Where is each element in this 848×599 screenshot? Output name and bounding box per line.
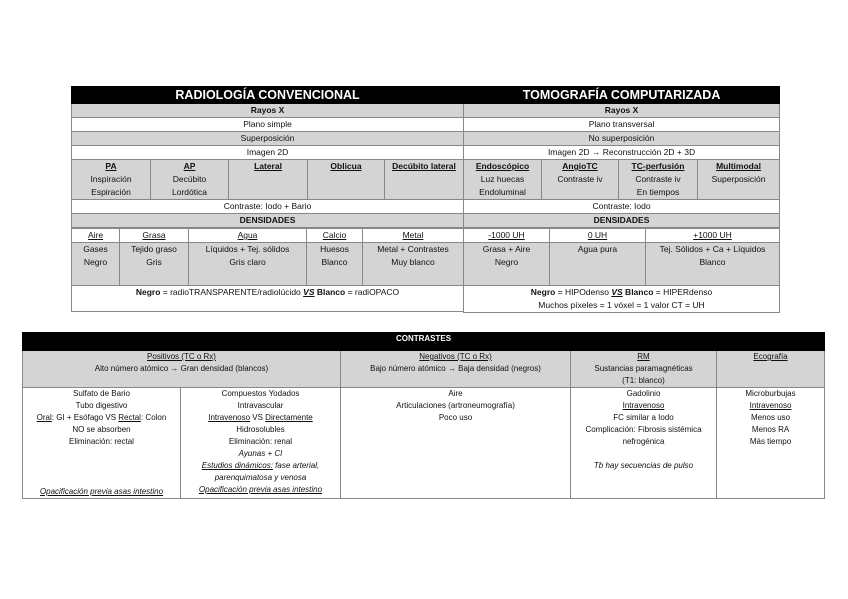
tc-mode-multimodal: Multimodal Superposición: [696, 159, 781, 200]
density-header: Grasa: [119, 228, 189, 243]
density-header: Aire: [71, 228, 120, 243]
tc-row: Plano transversal: [462, 117, 781, 132]
rc-mode-lateral: Lateral: [228, 159, 308, 200]
density-header: Metal: [362, 228, 464, 243]
density-value: Líquidos + Tej. sólidos Gris claro: [188, 242, 307, 286]
tc-mode-angiotc: AngioTC Contraste iv: [541, 159, 619, 200]
rc-row: Imagen 2D: [70, 145, 465, 160]
density-header: Agua: [188, 228, 307, 243]
density-value: Gases Negro: [71, 242, 120, 286]
tc-footer: Negro = HIPOdenso VS Blanco = HIPERdenso…: [463, 285, 780, 313]
tc-densities-table: -1000 UH 0 UH +1000 UH Grasa + Aire Negro…: [463, 228, 780, 313]
rc-mode-decubito-lateral: Decúbito lateral: [383, 159, 465, 200]
rc-mode-ap: AP Decúbito Lordótica: [150, 159, 229, 200]
rc-row: Superposición: [70, 131, 465, 146]
tc-row: Imagen 2D → Reconstrucción 2D + 3D: [462, 145, 781, 160]
density-value: Agua pura: [549, 242, 646, 286]
rc-row: Plano simple: [70, 117, 465, 132]
rm-cell: Gadolinio Intravenoso FC similar a Iodo Com…: [570, 387, 717, 499]
tc-mode-endoscopico: Endoscópico Luz huecas Endoluminal: [463, 159, 542, 200]
tc-densidades-title: DENSIDADES: [462, 213, 781, 228]
density-value: Grasa + Aire Negro: [463, 242, 550, 286]
rc-mode-pa: PA Inspiración Espiración: [71, 159, 151, 200]
density-header: Calcio: [306, 228, 363, 243]
tc-row: Rayos X: [462, 103, 781, 118]
rc-row: Rayos X: [70, 103, 465, 118]
density-header: 0 UH: [549, 228, 646, 243]
density-value: Metal + Contrastes Muy blanco: [362, 242, 464, 286]
ecografia-header: Ecografía: [715, 350, 826, 388]
negativos-cell: Aire Articulaciones (artroneumografía) Poc…: [340, 387, 571, 499]
rm-header: RM Sustancias paramagnéticas (T1: blanco): [570, 350, 717, 388]
tomografia-computarizada-table: TOMOGRAFÍA COMPUTARIZADA Rayos X Plano t…: [462, 86, 781, 228]
rc-title: RADIOLOGÍA CONVENCIONAL: [70, 86, 465, 104]
rc-densidades-title: DENSIDADES: [70, 213, 465, 228]
contrastes-table: CONTRASTES Positivos (TC o Rx) Alto númer…: [21, 332, 826, 499]
rc-contrast: Contraste: Iodo + Bario: [70, 199, 465, 214]
density-value: Tejido graso Gris: [119, 242, 189, 286]
density-value: Tej. Sólidos + Ca + Líquidos Blanco: [645, 242, 780, 286]
density-header: -1000 UH: [463, 228, 550, 243]
tc-title: TOMOGRAFÍA COMPUTARIZADA: [462, 86, 781, 104]
tc-mode-perfusion: TC-perfusión Contraste iv En tiempos: [618, 159, 698, 200]
rc-footer: Negro = radioTRANSPARENTE/radiolúcido VS…: [71, 285, 464, 312]
radiologia-convencional-table: RADIOLOGÍA CONVENCIONAL Rayos X Plano si…: [70, 86, 465, 228]
contrastes-title: CONTRASTES: [21, 332, 826, 351]
yodo-cell: Compuestos Yodados Intravascular Intraven…: [180, 387, 341, 499]
density-value: Huesos Blanco: [306, 242, 363, 286]
ecografia-cell: Microburbujas Intravenoso Menos uso Menos R…: [715, 387, 826, 499]
positivos-header: Positivos (TC o Rx) Alto número atómico →…: [22, 350, 341, 388]
negativos-header: Negativos (TC o Rx) Bajo número atómico →…: [340, 350, 571, 388]
density-header: +1000 UH: [645, 228, 780, 243]
bario-cell: Sulfato de Bario Tubo digestivo Oral: GI …: [22, 387, 181, 499]
rc-mode-oblicua: Oblicua: [307, 159, 385, 200]
tc-contrast: Contraste: Iodo: [462, 199, 781, 214]
tc-row: No superposición: [462, 131, 781, 146]
rc-densities-table: Aire Grasa Agua Calcio Metal Gases Negro …: [71, 228, 464, 312]
